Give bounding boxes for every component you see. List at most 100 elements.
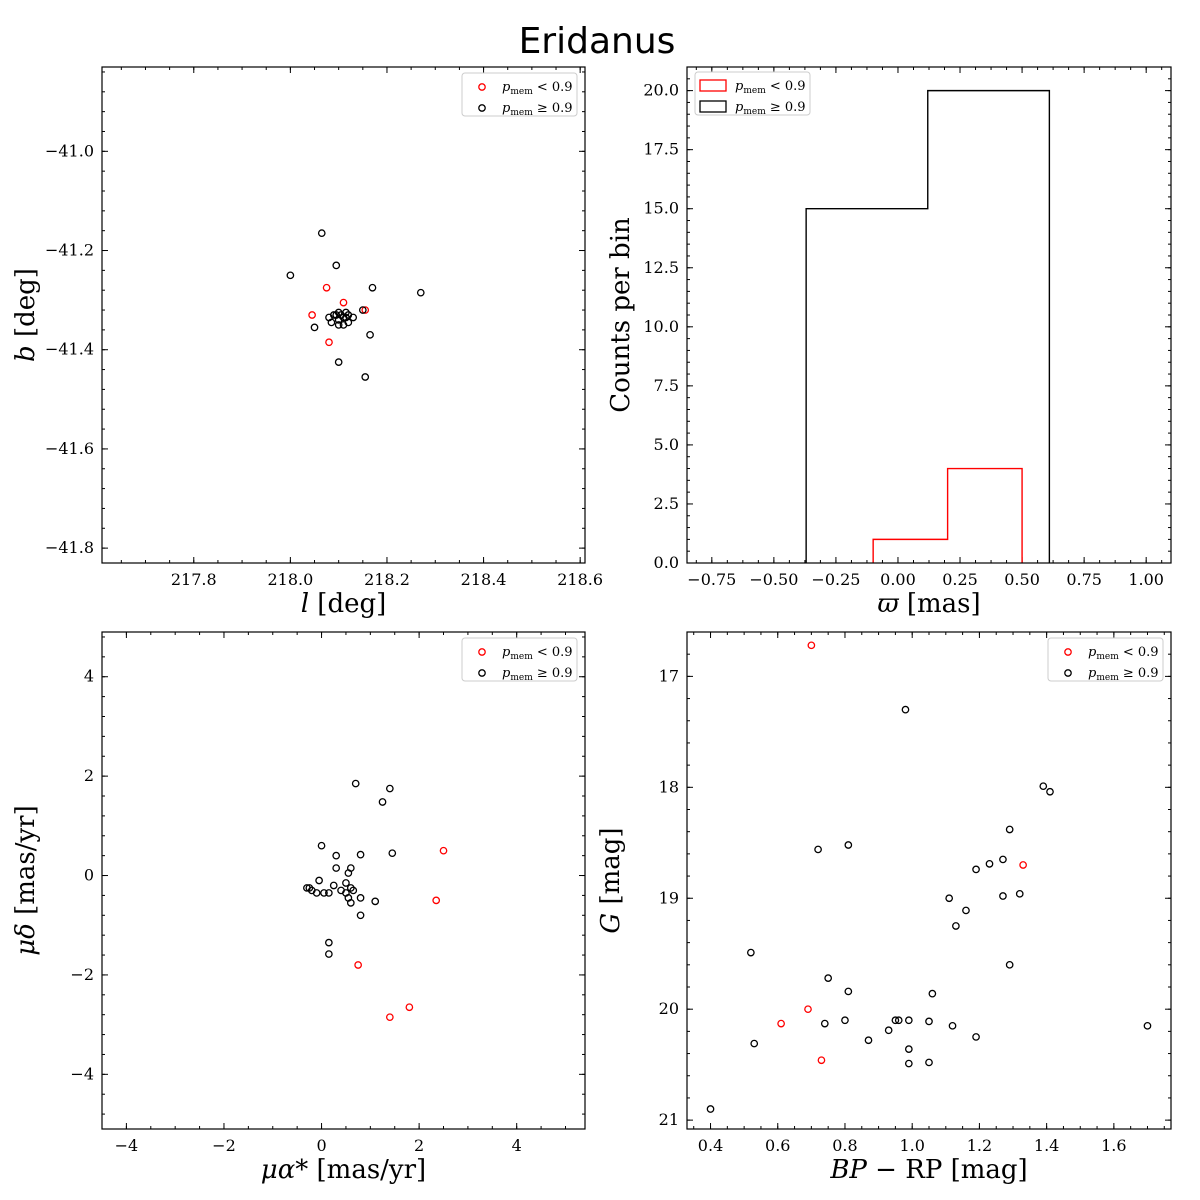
scatter-point: [385, 784, 394, 793]
y-tick-label: 7.5: [654, 376, 679, 395]
scatter-point: [1143, 1021, 1152, 1030]
x-axis-label: μα* [mas/yr]: [261, 1155, 426, 1185]
y-axis-label: Counts per bin: [606, 217, 636, 413]
y-tick-label: 2.5: [654, 494, 679, 513]
legend: pmem < 0.9 pmem ≥ 0.9: [461, 72, 578, 118]
y-tick-label: −41.6: [45, 439, 94, 458]
scatter-point: [344, 869, 353, 877]
legend: pmem < 0.9 pmem ≥ 0.9: [461, 637, 578, 683]
scatter-point: [368, 283, 377, 292]
scatter-point: [349, 313, 358, 322]
scatter-point: [332, 261, 341, 270]
y-tick-label: 20.0: [643, 81, 679, 100]
legend: pmem < 0.9 pmem ≥ 0.9: [694, 71, 811, 117]
x-tick-label: 0.75: [1066, 570, 1102, 589]
axes-frame: [101, 631, 586, 1130]
legend-label: pmem ≥ 0.9: [1088, 666, 1159, 683]
y-tick-label: −2: [70, 965, 94, 984]
scatter-point: [962, 906, 970, 915]
scatter-point: [952, 922, 960, 930]
scatter-point: [334, 321, 343, 329]
scatter-point: [354, 961, 362, 969]
scatter-point: [351, 779, 360, 788]
scatter-point: [884, 1026, 893, 1035]
y-tick-label: 12.5: [643, 258, 679, 277]
scatter-point: [948, 1021, 957, 1030]
scatter-point: [972, 865, 980, 874]
x-tick-label: 0.00: [880, 570, 916, 589]
y-tick-label: 18: [659, 777, 679, 796]
scatter-point: [329, 311, 338, 319]
legend-label: pmem ≥ 0.9: [502, 101, 573, 118]
y-tick-label: −41.4: [45, 340, 94, 359]
axes-frame: [101, 66, 586, 564]
legend-label: pmem < 0.9: [502, 645, 573, 662]
legend-label: pmem < 0.9: [1088, 645, 1159, 662]
scatter-point: [310, 323, 319, 332]
scatter-point: [325, 338, 333, 347]
scatter-point: [844, 987, 853, 996]
legend-label: pmem ≥ 0.9: [735, 100, 806, 117]
x-tick-label: 1.4: [1034, 1136, 1059, 1155]
scatter-point: [894, 1016, 903, 1025]
scatter-point: [339, 298, 348, 307]
x-tick-label: 0.4: [698, 1136, 723, 1155]
data-layer: [303, 779, 448, 1022]
scatter-point: [349, 886, 358, 895]
legend-label: pmem < 0.9: [502, 80, 573, 97]
y-tick-label: 4: [84, 667, 94, 686]
scatter-point: [945, 894, 954, 903]
scatter-point: [817, 1056, 826, 1065]
scatter-point: [325, 889, 333, 897]
scatter-point: [904, 1059, 913, 1068]
scatter-point: [844, 841, 853, 849]
scatter-point: [325, 938, 333, 947]
scatter-point: [308, 311, 316, 319]
panel-1: 217.8 218.0 218.2 218.4 218.6 −41.8 −41.6 −41.4…: [11, 66, 603, 619]
y-tick-label: 10.0: [643, 317, 679, 336]
scatter-point: [1005, 960, 1014, 969]
scatter-point: [361, 306, 370, 314]
legend-box: [461, 637, 578, 682]
panel-3: −4 −2 0 2 4 −4 −2 0 2 4 μα* [mas/yr] μδ [mas/yr] pme…: [11, 631, 586, 1185]
scatter-point: [985, 860, 994, 868]
x-tick-label: 218.4: [461, 570, 507, 589]
y-tick-label: 0.0: [654, 553, 679, 572]
x-tick-label: −4: [115, 1136, 139, 1155]
scatter-point: [346, 899, 355, 907]
x-tick-label: 1.2: [967, 1136, 992, 1155]
scatter-point: [904, 1045, 913, 1053]
data-layer: [286, 229, 425, 381]
y-axis-label: μδ [mas/yr]: [11, 805, 41, 956]
y-tick-label: 19: [659, 888, 679, 907]
x-tick-label: 0.50: [1004, 570, 1040, 589]
scatter-point: [378, 798, 387, 806]
scatter-point: [356, 894, 365, 902]
legend-box: [694, 71, 811, 116]
y-tick-label: 21: [659, 1110, 679, 1129]
legend-swatch: [699, 79, 727, 92]
x-tick-label: 218.6: [557, 570, 603, 589]
scatter-point: [317, 229, 326, 238]
legend-label: pmem < 0.9: [735, 79, 806, 96]
scatter-point: [928, 989, 937, 998]
legend-marker: [1064, 669, 1072, 677]
y-tick-label: −41.0: [45, 141, 94, 160]
data-layer: [706, 641, 1152, 1113]
scatter-point: [1039, 782, 1048, 791]
y-tick-label: −41.2: [45, 241, 94, 260]
legend: pmem < 0.9 pmem ≥ 0.9: [1047, 637, 1164, 683]
scatter-point: [332, 851, 341, 860]
legend-marker: [478, 104, 486, 112]
x-tick-label: 1.6: [1101, 1136, 1126, 1155]
scatter-point: [325, 950, 333, 958]
scatter-point: [999, 892, 1007, 900]
scatter-point: [820, 1019, 829, 1028]
y-tick-label: 5.0: [654, 435, 679, 454]
scatter-point: [706, 1105, 715, 1113]
y-tick-label: 20: [659, 999, 679, 1018]
scatter-point: [999, 855, 1007, 864]
scatter-point: [303, 884, 311, 892]
scatter-point: [1019, 861, 1027, 869]
scatter-point: [320, 889, 328, 897]
